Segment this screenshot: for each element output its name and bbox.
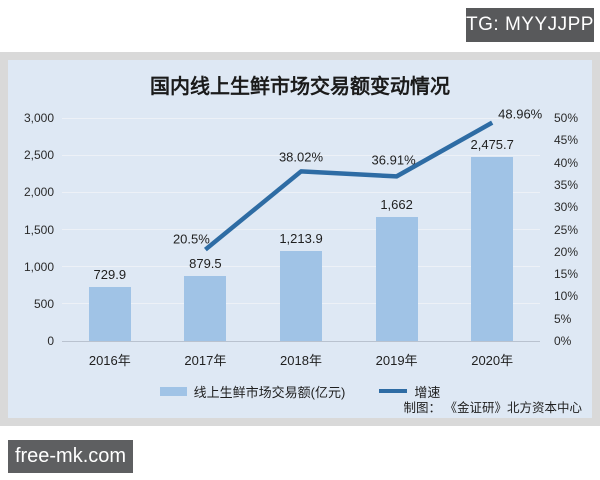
y-axis-tick-left: 500 — [33, 296, 54, 311]
gridline — [62, 117, 540, 119]
chart-title: 国内线上生鲜市场交易额变动情况 — [150, 76, 450, 98]
plot-area: 0 500 1,000 1,500 2,000 2,500 3,000 0% 5% 10% 15% 2… — [24, 106, 578, 368]
legend-line-swatch — [379, 389, 408, 393]
legend-item-line: 增速 — [379, 382, 440, 401]
y-axis-tick-left: 2,000 — [23, 185, 54, 200]
x-axis-tick: 2018年 — [280, 353, 322, 368]
growth-line — [203, 120, 494, 252]
line-point-label: 36.91% — [371, 152, 416, 168]
line-point-label: 20.5% — [172, 231, 210, 247]
y-axis-tick-right: 30% — [554, 200, 579, 215]
legend-label: 线上生鲜市场交易额(亿元) — [193, 384, 346, 400]
line-point-label: 48.96% — [498, 106, 543, 122]
legend-label: 增速 — [414, 384, 441, 400]
chart-panel: 国内线上生鲜市场交易额变动情况 0 500 1,000 1,500 2,000 2,500… — [8, 60, 592, 418]
x-axis-tick: 2019年 — [375, 353, 418, 368]
y-axis-tick-right: 40% — [554, 155, 579, 170]
y-axis-tick-left: 0 — [47, 334, 54, 348]
bar-2020年 — [471, 156, 514, 341]
x-axis-tick: 2016年 — [88, 353, 131, 368]
y-axis-tick-right: 45% — [554, 133, 579, 148]
y-axis-tick-right: 0% — [554, 334, 572, 348]
y-axis-tick-right: 15% — [554, 267, 579, 282]
gridline — [62, 154, 540, 156]
tg-badge: TG: MYYJJPP — [466, 8, 594, 42]
y-axis-tick-right: 10% — [554, 289, 579, 304]
bar-value-label: 1,213.9 — [279, 230, 323, 246]
y-axis-tick-right: 50% — [554, 111, 579, 125]
bar-2016年 — [88, 286, 131, 341]
bar-value-label: 729.9 — [93, 266, 127, 282]
y-axis-tick-right: 35% — [554, 177, 579, 192]
y-axis-tick-left: 2,500 — [23, 148, 54, 163]
y-axis-tick-right: 20% — [554, 244, 579, 259]
x-axis-tick: 2020年 — [471, 353, 514, 368]
bar-value-label: 1,662 — [380, 197, 413, 213]
y-axis-tick-left: 1,500 — [23, 222, 54, 237]
credit-text: 制图： 《金证研》北方资本中心 — [403, 401, 582, 415]
legend: 线上生鲜市场交易额(亿元) 增速 — [8, 382, 592, 400]
y-axis-tick-left: 3,000 — [23, 111, 54, 125]
bar-value-label: 2,475.7 — [470, 136, 514, 152]
y-axis-tick-left: 1,000 — [23, 259, 54, 274]
y-axis-tick-right: 5% — [554, 311, 572, 326]
bar-2017年 — [184, 275, 227, 341]
legend-bar-swatch — [159, 386, 187, 396]
x-axis-tick: 2017年 — [184, 353, 227, 368]
bar-value-label: 879.5 — [189, 255, 222, 271]
chart-background-band: 国内线上生鲜市场交易额变动情况 0 500 1,000 1,500 2,000 2,500… — [0, 52, 600, 426]
gridline — [62, 340, 540, 342]
legend-item-bar: 线上生鲜市场交易额(亿元) — [159, 382, 346, 401]
gridline — [62, 191, 540, 193]
y-axis-tick-right: 25% — [554, 222, 579, 237]
bar-2018年 — [280, 250, 322, 341]
gridline — [62, 229, 540, 230]
bar-2019年 — [375, 217, 418, 341]
watermark-badge: free-mk.com — [8, 440, 133, 473]
line-point-label: 38.02% — [278, 149, 324, 165]
